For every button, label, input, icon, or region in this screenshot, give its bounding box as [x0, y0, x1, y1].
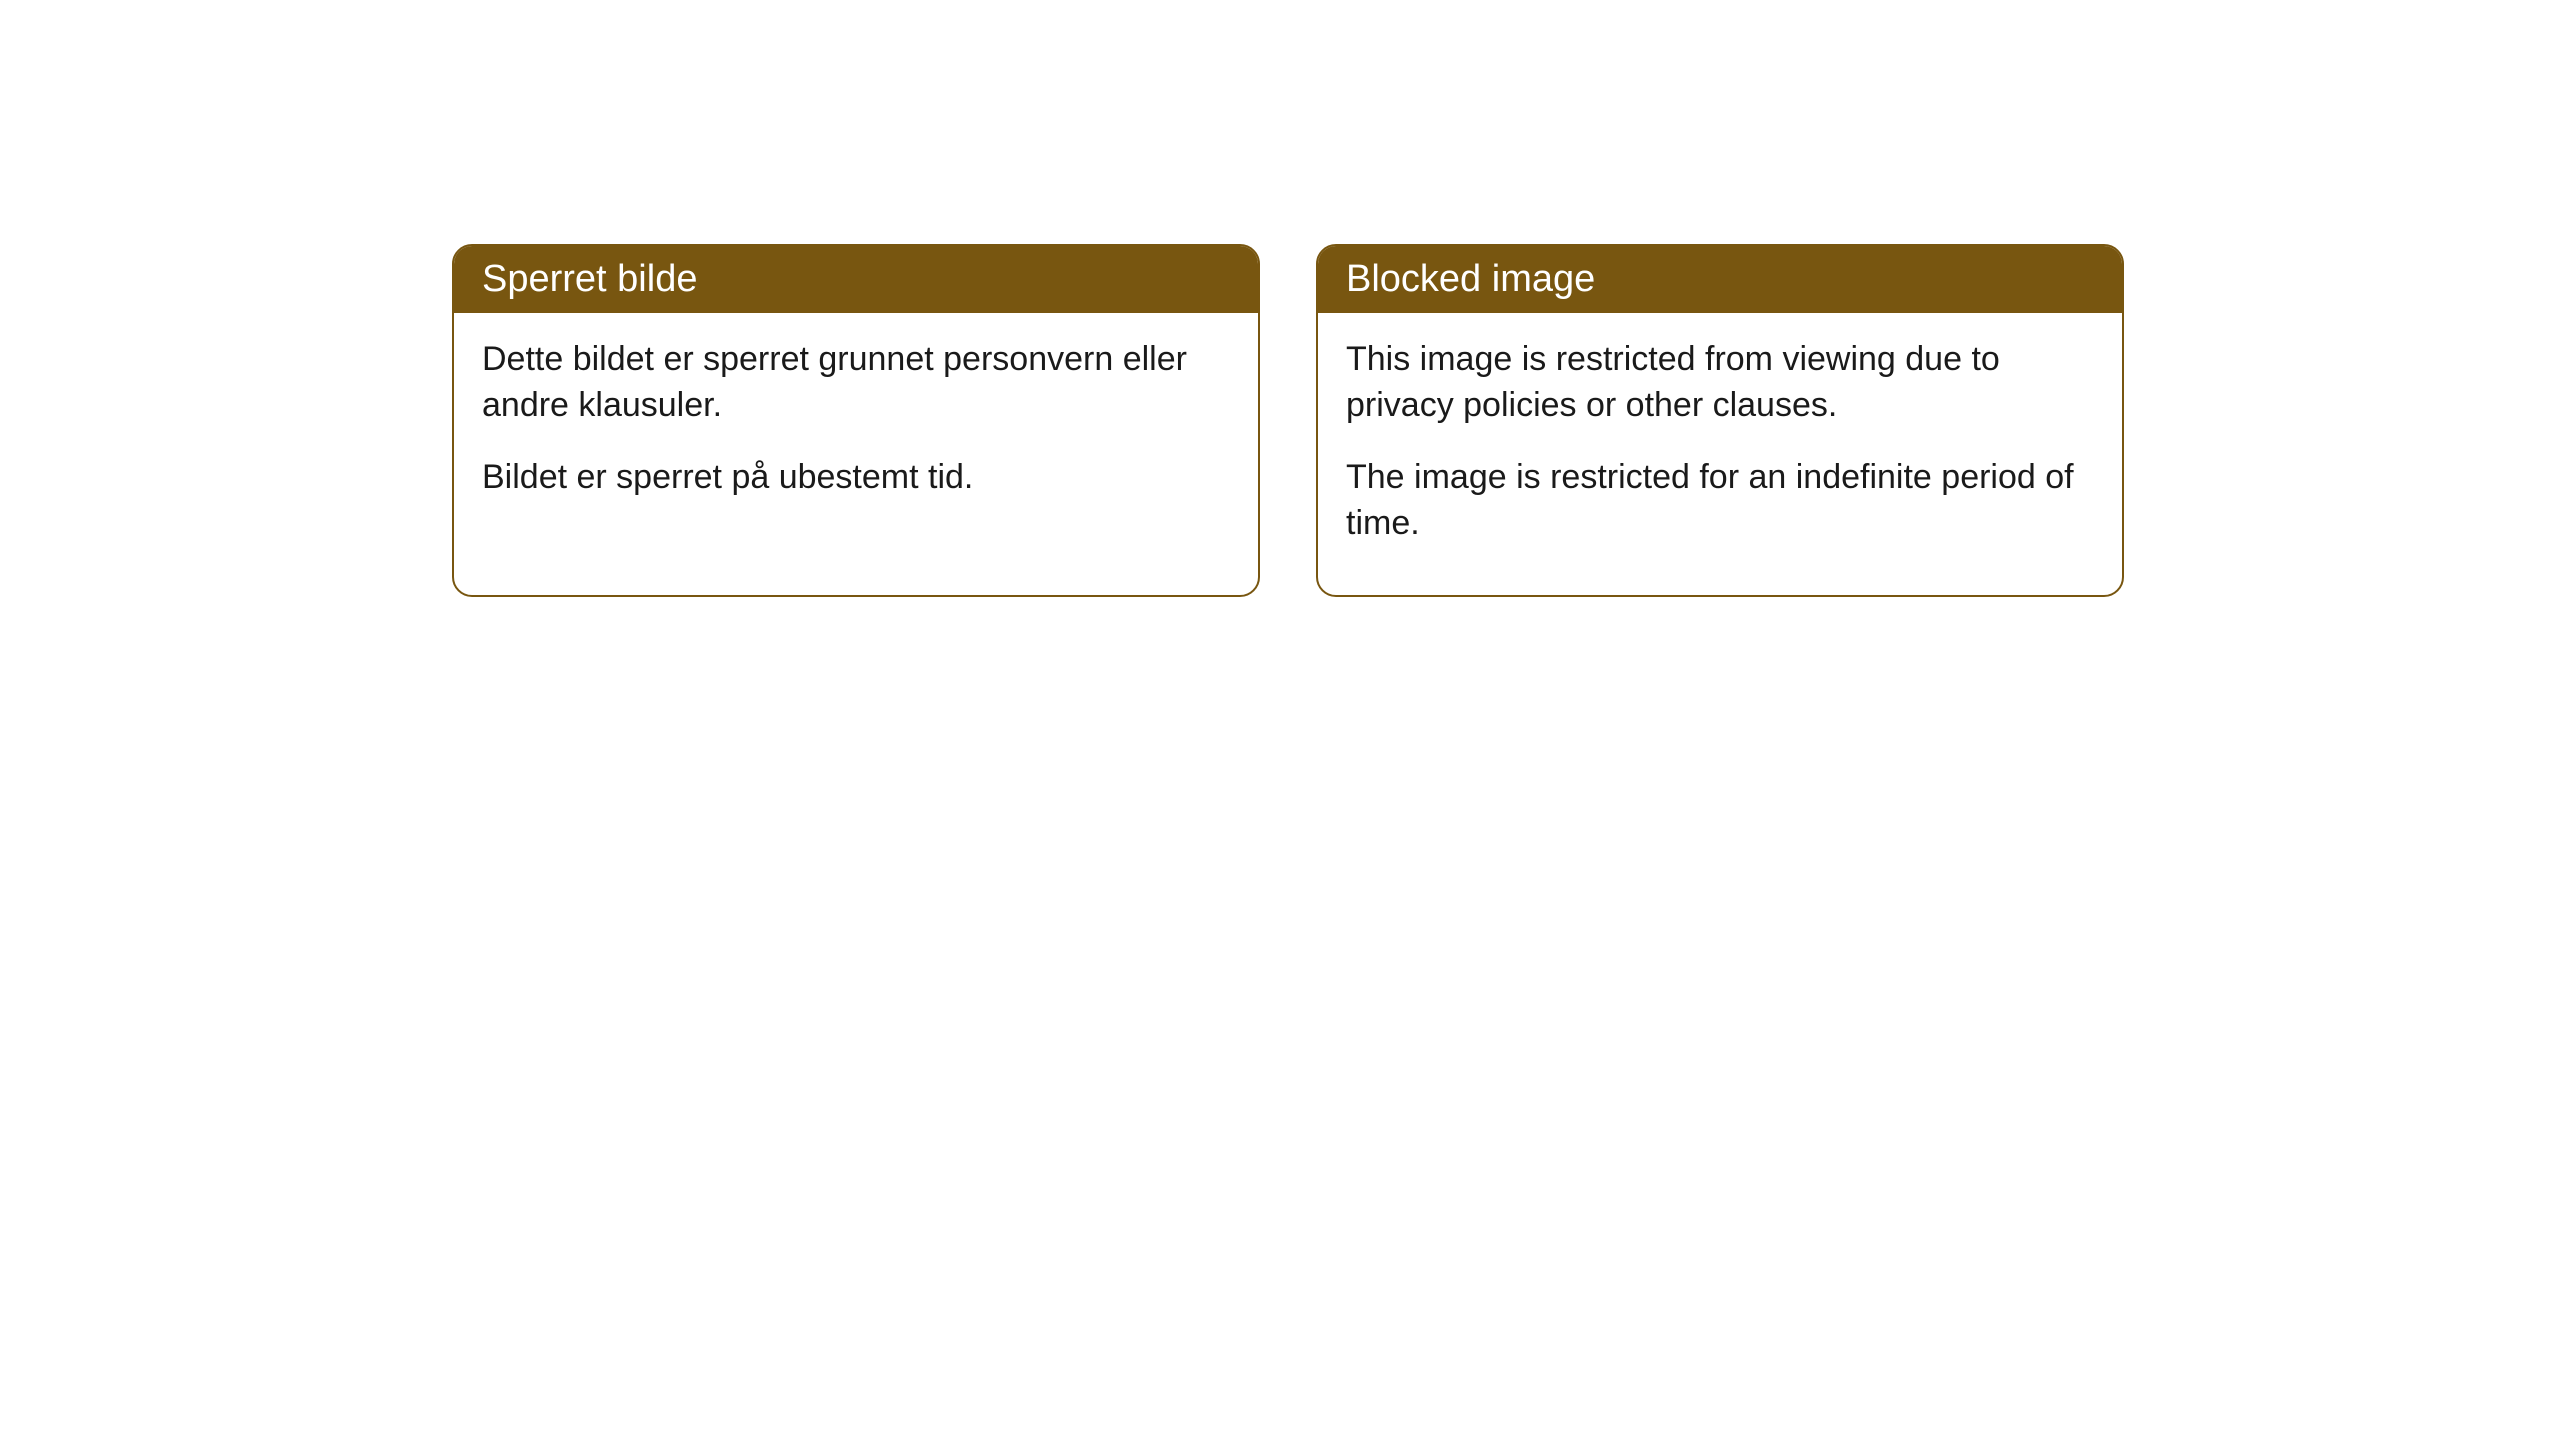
- card-header: Sperret bilde: [454, 246, 1258, 313]
- card-body: This image is restricted from viewing du…: [1318, 313, 2122, 595]
- notice-card-norwegian: Sperret bilde Dette bildet er sperret gr…: [452, 244, 1260, 597]
- card-header: Blocked image: [1318, 246, 2122, 313]
- notice-card-english: Blocked image This image is restricted f…: [1316, 244, 2124, 597]
- card-body: Dette bildet er sperret grunnet personve…: [454, 313, 1258, 549]
- card-paragraph: Dette bildet er sperret grunnet personve…: [482, 337, 1230, 429]
- card-paragraph: This image is restricted from viewing du…: [1346, 337, 2094, 429]
- notice-cards-container: Sperret bilde Dette bildet er sperret gr…: [452, 244, 2124, 597]
- card-paragraph: Bildet er sperret på ubestemt tid.: [482, 455, 1230, 501]
- card-paragraph: The image is restricted for an indefinit…: [1346, 455, 2094, 547]
- card-title: Sperret bilde: [482, 258, 697, 300]
- card-title: Blocked image: [1346, 258, 1595, 300]
